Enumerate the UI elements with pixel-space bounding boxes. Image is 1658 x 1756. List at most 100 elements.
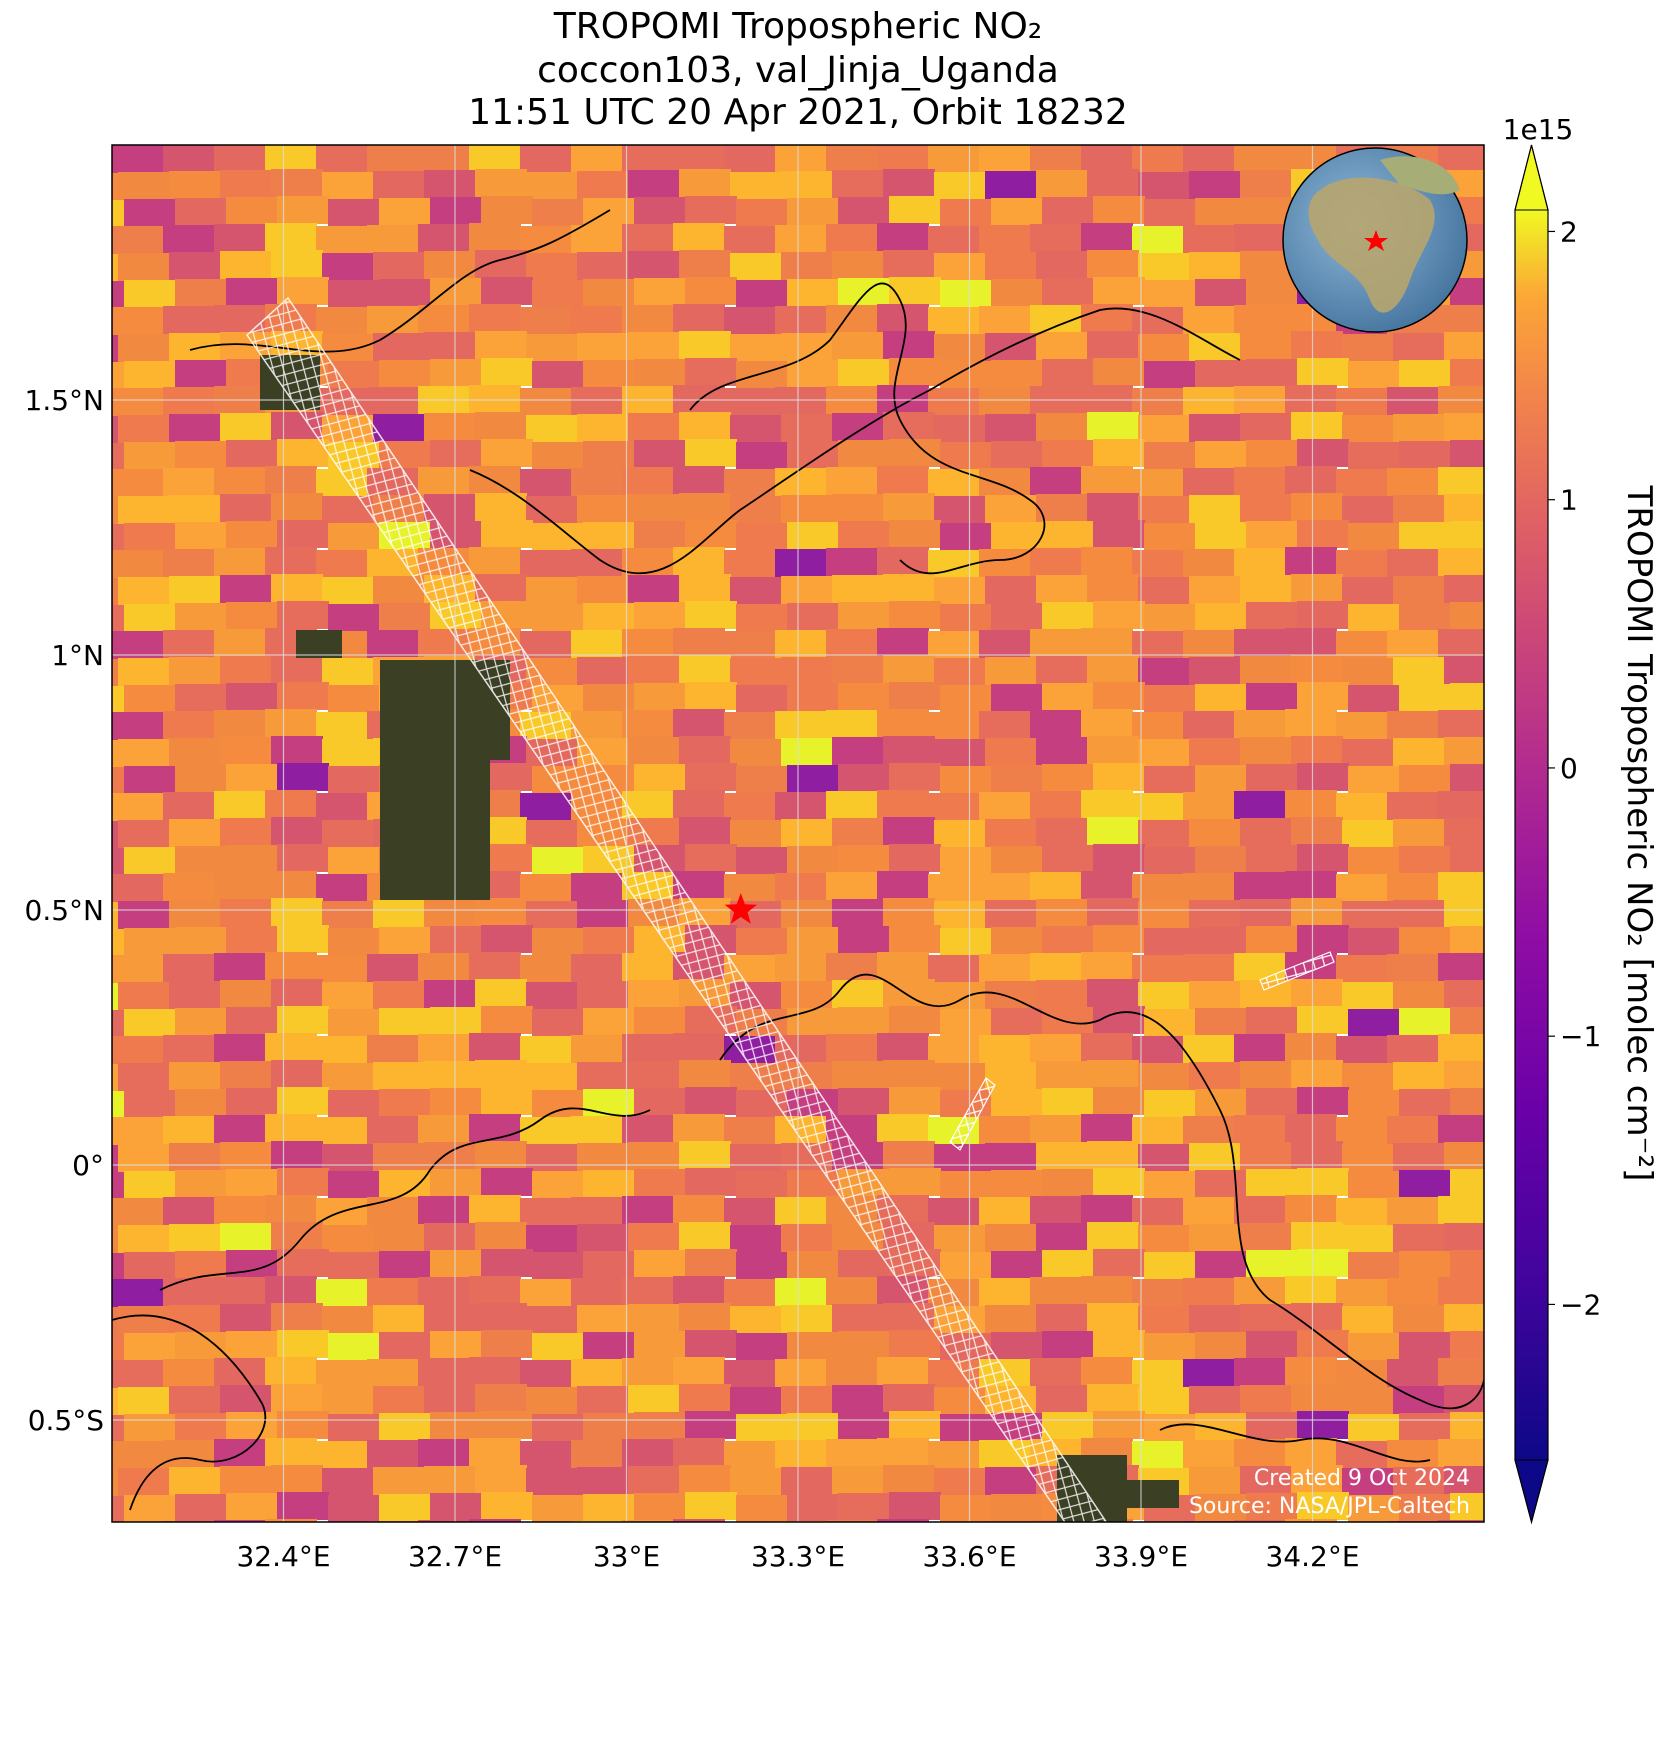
field-cell (934, 334, 986, 362)
field-cell (1348, 1009, 1400, 1037)
field-cell (730, 415, 782, 443)
field-cell (634, 1250, 686, 1278)
field-cell (112, 227, 113, 255)
field-cell (622, 1439, 674, 1467)
field-cell (367, 1440, 419, 1468)
field-cell (1450, 1088, 1484, 1116)
field-cell (736, 1495, 788, 1522)
field-cell (214, 629, 266, 657)
field-cell (838, 359, 890, 387)
field-cell (328, 1090, 380, 1118)
field-cell (1297, 1168, 1349, 1196)
field-cell (277, 1330, 329, 1358)
field-cell (112, 1172, 125, 1200)
field-cell (112, 1010, 125, 1038)
field-cell (1297, 1330, 1349, 1358)
field-cell (265, 1438, 317, 1466)
field-cell (685, 1168, 737, 1196)
field-cell (112, 794, 113, 822)
field-cell (1036, 737, 1088, 765)
field-cell (469, 1276, 521, 1304)
field-cell (271, 1465, 323, 1493)
field-cell (1183, 468, 1235, 496)
field-cell (526, 1225, 578, 1253)
field-cell (775, 1278, 827, 1306)
field-cell (928, 388, 980, 416)
field-cell (379, 1413, 431, 1441)
field-cell (1030, 1520, 1082, 1522)
field-cell (1297, 763, 1349, 791)
field-cell (265, 952, 317, 980)
field-cell (1387, 873, 1439, 901)
field-cell (577, 576, 629, 604)
field-cell (112, 362, 125, 390)
field-cell (112, 929, 125, 957)
field-cell (889, 1087, 941, 1115)
field-cell (112, 983, 119, 1011)
field-cell (418, 1034, 470, 1062)
field-cell (1144, 1009, 1196, 1037)
field-cell (271, 1141, 323, 1169)
field-cell (265, 1519, 317, 1522)
field-cell (1393, 414, 1445, 442)
field-cell (1438, 1520, 1484, 1522)
field-cell (424, 1223, 476, 1251)
field-cell (61, 1523, 113, 1551)
field-cell (118, 334, 170, 362)
field-cell (985, 1224, 1037, 1252)
field-cell (1297, 1492, 1349, 1520)
field-cell (736, 928, 788, 956)
field-cell (1291, 412, 1343, 440)
field-cell (379, 360, 431, 388)
field-cell (1138, 172, 1190, 200)
site-marker (724, 893, 757, 924)
field-cell (679, 412, 731, 440)
field-cell (316, 874, 368, 902)
field-cell (277, 844, 329, 872)
field-cell (1183, 1197, 1235, 1225)
field-cell (1246, 926, 1298, 954)
field-cell (532, 1090, 584, 1118)
field-cell (838, 602, 890, 630)
field-cell (265, 1033, 317, 1061)
field-cell (112, 1496, 125, 1522)
field-cell (169, 171, 221, 199)
field-cell (169, 1467, 221, 1495)
field-cell (481, 439, 533, 467)
field-cell (112, 1037, 113, 1065)
field-cell (775, 225, 827, 253)
field-cell (934, 577, 986, 605)
field-cell (112, 848, 125, 876)
field-cell (520, 307, 572, 335)
field-cell (112, 226, 164, 254)
field-cell (271, 1060, 323, 1088)
field-cell (163, 1278, 215, 1306)
field-cell (1183, 630, 1235, 658)
field-cell (175, 1332, 227, 1360)
field-cell (112, 713, 113, 741)
field-cell (520, 145, 572, 173)
field-cell (1438, 1196, 1484, 1224)
field-cell (991, 1170, 1043, 1198)
field-cell (112, 388, 164, 416)
field-cell (1297, 925, 1349, 953)
field-cell (481, 1087, 533, 1115)
field-cell (520, 226, 572, 254)
field-cell (781, 1467, 833, 1495)
field-cell (118, 901, 170, 929)
field-cell (622, 1277, 674, 1305)
field-cell (934, 415, 986, 443)
field-cell (1195, 279, 1247, 307)
field-cell (316, 712, 368, 740)
field-cell (1138, 253, 1190, 281)
field-cell (1393, 495, 1445, 523)
field-cell (985, 252, 1037, 280)
field-cell (520, 469, 572, 497)
field-cell (169, 819, 221, 847)
field-cell (373, 252, 425, 280)
field-cell (1387, 1116, 1439, 1144)
field-cell (1042, 1250, 1094, 1278)
field-cell (328, 1414, 380, 1442)
field-cell (1132, 1360, 1184, 1388)
field-cell (481, 520, 533, 548)
